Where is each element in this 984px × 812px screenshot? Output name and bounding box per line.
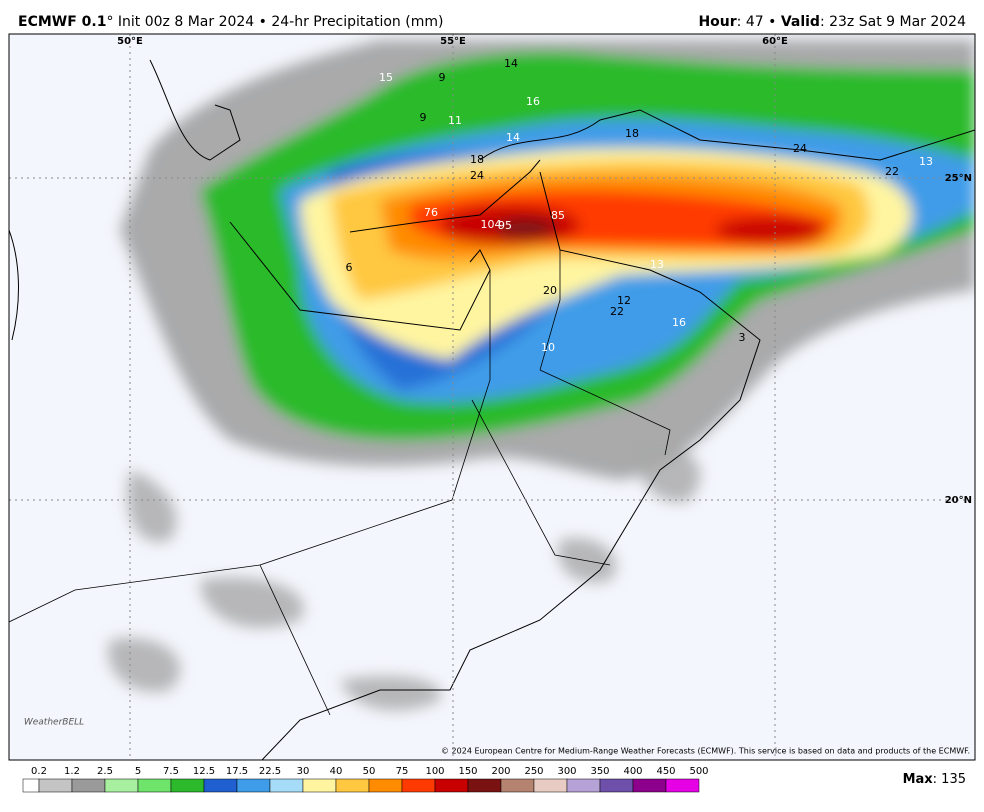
- colorbar-label: 400: [623, 766, 642, 777]
- colorbar-label: 250: [524, 766, 543, 777]
- lat-label: 25°N: [945, 173, 972, 184]
- colorbar-swatch: [137, 778, 172, 793]
- max-key: Max: [903, 772, 934, 787]
- colorbar-swatch: [22, 778, 40, 793]
- precip-label: 18: [625, 127, 639, 140]
- colorbar-swatch: [566, 778, 601, 793]
- logo: WeatherBELL: [24, 718, 84, 728]
- colorbar-label: 22.5: [259, 766, 281, 777]
- colorbar-label: 12.5: [193, 766, 215, 777]
- precip-label: 12: [617, 294, 631, 307]
- hour-key: Hour: [698, 14, 736, 30]
- colorbar-swatch: [368, 778, 403, 793]
- precip-label: 9: [439, 71, 446, 84]
- colorbar-label: 2.5: [97, 766, 113, 777]
- valid-value: : 23z Sat 9 Mar 2024: [820, 14, 966, 30]
- precip-field: [108, 40, 975, 711]
- precip-label: 85: [551, 209, 565, 222]
- precip-label: 14: [506, 131, 520, 144]
- colorbar-swatch: [500, 778, 535, 793]
- precip-label: 24: [793, 142, 807, 155]
- colorbar-label: 200: [491, 766, 510, 777]
- colorbar-label: 0.2: [31, 766, 47, 777]
- colorbar-swatch: [335, 778, 370, 793]
- precip-label: 10: [541, 341, 555, 354]
- precip-label: 15: [379, 71, 393, 84]
- precip-label: 76: [424, 206, 438, 219]
- header-left: ECMWF 0.1° Init 00z 8 Mar 2024 • 24-hr P…: [18, 14, 443, 30]
- colorbar-swatch: [302, 778, 337, 793]
- precip-label: 11: [448, 114, 462, 127]
- colorbar-swatch: [533, 778, 568, 793]
- colorbar-label: 350: [590, 766, 609, 777]
- max-value: : 135: [933, 772, 966, 787]
- colorbar-swatch: [632, 778, 667, 793]
- precip-label: 13: [650, 258, 664, 271]
- lat-label: 20°N: [945, 495, 972, 506]
- max: Max: 135: [903, 772, 966, 787]
- colorbar-swatch: [71, 778, 106, 793]
- precip-label: 6: [346, 261, 353, 274]
- colorbar-swatch: [104, 778, 139, 793]
- precip-label: 104: [481, 218, 502, 231]
- colorbar-swatch: [203, 778, 238, 793]
- colorbar-label: 40: [330, 766, 343, 777]
- title: ECMWF 0.1: [18, 14, 106, 30]
- precip-label: 20: [543, 284, 557, 297]
- lon-label: 55°E: [440, 36, 466, 47]
- precip-label: 16: [672, 316, 686, 329]
- precip-label: 9: [420, 111, 427, 124]
- colorbar-swatch: [665, 778, 700, 793]
- precip-label: 16: [526, 95, 540, 108]
- hour-value: : 47 •: [737, 14, 781, 30]
- colorbar-label: 300: [557, 766, 576, 777]
- precip-label: 24: [470, 169, 484, 182]
- colorbar-swatch: [599, 778, 634, 793]
- colorbar-label: 1.2: [64, 766, 80, 777]
- colorbar-label: 17.5: [226, 766, 248, 777]
- colorbar-label: 450: [656, 766, 675, 777]
- colorbar-label: 75: [396, 766, 409, 777]
- precip-label: 95: [498, 219, 512, 232]
- lon-label: 60°E: [762, 36, 788, 47]
- precip-label: 22: [610, 305, 624, 318]
- colorbar-label: 30: [297, 766, 310, 777]
- valid-key: Valid: [781, 14, 820, 30]
- colorbar-label: 150: [458, 766, 477, 777]
- header-right: Hour: 47 • Valid: 23z Sat 9 Mar 2024: [698, 14, 966, 30]
- colorbar-label: 100: [425, 766, 444, 777]
- colorbar-swatch: [467, 778, 502, 793]
- precip-label: 14: [504, 57, 518, 70]
- colorbar: 0.2 1.2 2.5 5 7.5 12.5 17.5 22.5 30 40 50 75 100 150 2…: [22, 766, 709, 793]
- colorbar-swatch: [38, 778, 73, 793]
- colorbar-label: 5: [135, 766, 141, 777]
- colorbar-swatch: [401, 778, 436, 793]
- colorbar-swatch: [269, 778, 304, 793]
- colorbar-label: 50: [363, 766, 376, 777]
- graticule: [9, 34, 975, 760]
- colorbar-swatch: [434, 778, 469, 793]
- colorbar-swatch: [170, 778, 205, 793]
- precip-label: 3: [739, 331, 746, 344]
- title-rest: ° Init 00z 8 Mar 2024 • 24-hr Precipitat…: [106, 14, 443, 30]
- colorbar-swatch: [236, 778, 271, 793]
- colorbar-label: 500: [689, 766, 708, 777]
- precip-label: 13: [919, 155, 933, 168]
- copyright: © 2024 European Centre for Medium-Range …: [441, 747, 970, 756]
- map-frame: [8, 33, 976, 761]
- coastlines: [9, 59, 975, 760]
- colorbar-label: 7.5: [163, 766, 179, 777]
- lon-label: 50°E: [117, 36, 143, 47]
- precip-label: 22: [885, 165, 899, 178]
- precip-label: 18: [470, 153, 484, 166]
